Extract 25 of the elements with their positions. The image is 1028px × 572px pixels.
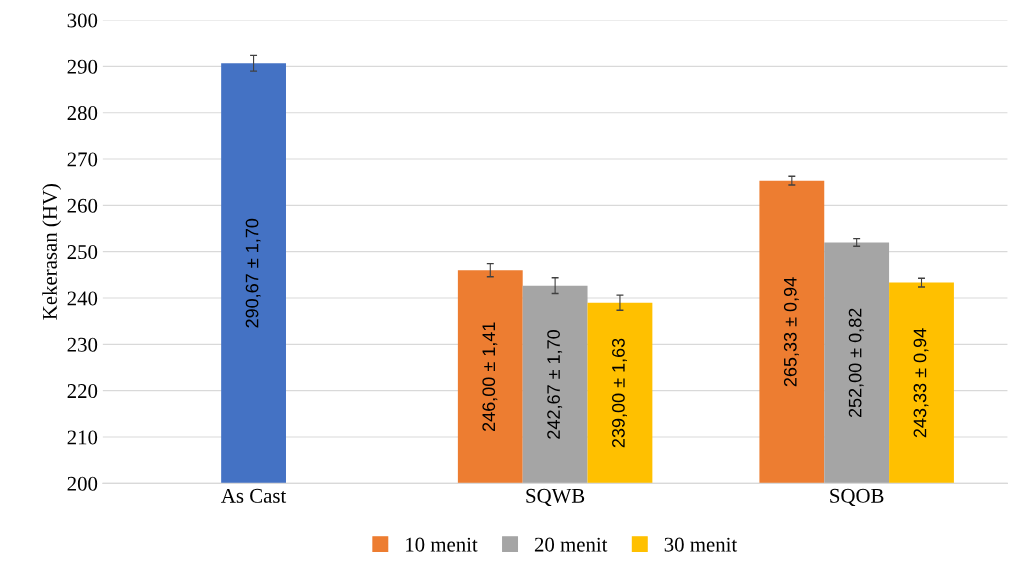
y-tick-label: 230 [67, 337, 98, 352]
legend-label: 30 menit [664, 537, 738, 552]
y-tick-label: 240 [67, 291, 98, 306]
data-label: 290,67 ± 1,70 [245, 218, 261, 328]
legend-label: 20 menit [534, 537, 608, 552]
y-tick-label: 260 [67, 198, 98, 213]
data-label: 246,00 ± 1,41 [482, 322, 498, 432]
y-tick-label: 300 [67, 13, 98, 28]
y-tick-label: 200 [67, 476, 98, 491]
y-tick-label: 220 [67, 384, 98, 399]
legend-label: 10 menit [406, 537, 478, 552]
y-tick-label: 290 [67, 59, 98, 74]
y-tick-label: 280 [67, 106, 98, 121]
data-label: 239,00 ± 1,63 [612, 338, 627, 448]
y-tick-label: 210 [67, 430, 98, 445]
data-label: 252,00 ± 0,82 [848, 308, 864, 418]
data-label: 242,67 ± 1,70 [547, 330, 563, 439]
data-label: 265,33 ± 0,94 [783, 277, 799, 387]
y-axis-title: Kekerasan (HV) [42, 184, 62, 320]
y-tick-label: 270 [67, 152, 98, 167]
x-tick-label: SQOB [830, 488, 884, 507]
y-tick-label: 250 [67, 245, 98, 260]
x-tick-label: As Cast [221, 488, 287, 503]
x-tick-label: SQWB [526, 488, 585, 507]
data-label: 243,33 ± 0,94 [913, 328, 929, 438]
